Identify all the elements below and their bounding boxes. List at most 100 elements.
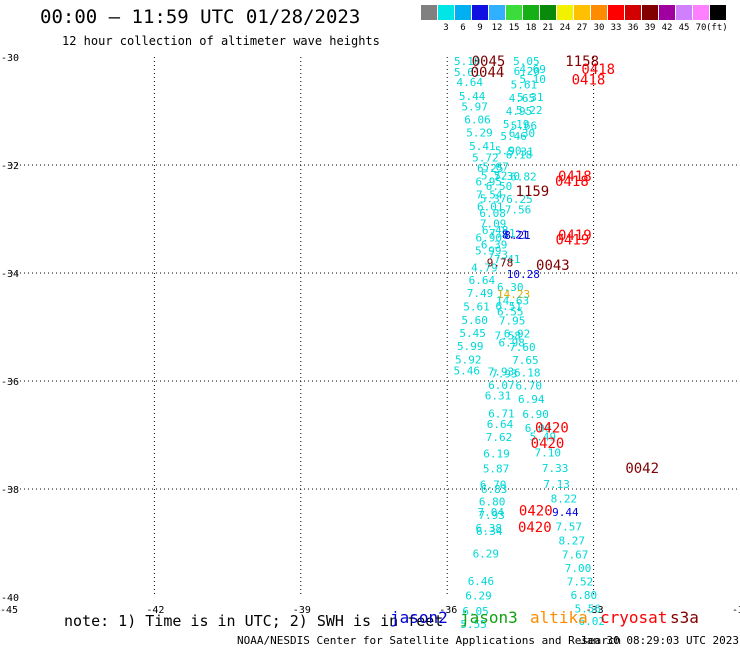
swh-value-label: 14.63 xyxy=(496,295,529,308)
swh-value-label: 6.71 xyxy=(488,407,515,420)
swh-value-label: 5.22 xyxy=(516,104,543,117)
swh-value-label: 9.44 xyxy=(552,506,579,519)
swh-value-label: 4.64 xyxy=(456,76,483,89)
y-tick-label: -32 xyxy=(1,161,19,172)
color-swatch xyxy=(625,5,641,20)
swh-value-label: 5.44 xyxy=(459,90,486,103)
satellite-altika: altika xyxy=(530,608,588,627)
y-tick-label: -30 xyxy=(1,53,19,64)
swh-value-label: 7.49 xyxy=(467,287,494,300)
swh-value-label: 7.00 xyxy=(565,562,592,575)
swh-value-label: 5.49 xyxy=(530,431,557,444)
swh-value-label: 5.10 xyxy=(519,73,546,86)
swh-value-label: 6.46 xyxy=(468,575,495,588)
swh-value-label: 8.22 xyxy=(551,493,578,506)
swh-value-label: 6.51 xyxy=(496,300,522,313)
swh-value-label: 7.30 xyxy=(494,170,521,183)
swh-value-label: 7.09 xyxy=(480,217,507,230)
color-swatch xyxy=(591,5,607,20)
swh-value-label: 6.20 xyxy=(514,65,541,78)
color-swatch xyxy=(540,5,556,20)
color-swatch xyxy=(523,5,539,20)
swh-value-label: 4.65 xyxy=(509,92,536,105)
color-swatch xyxy=(693,5,709,20)
swh-value-label: 6.05 xyxy=(462,605,489,618)
satellite-jason2: jason2 xyxy=(390,608,448,627)
color-swatch xyxy=(421,5,437,20)
swh-value-label: 7.93 xyxy=(488,365,514,378)
color-swatch-label: 9 xyxy=(477,23,483,33)
swh-value-label: 6.83 xyxy=(481,483,508,496)
swh-value-label: 7.13 xyxy=(543,478,570,491)
swh-value-label: 14.23 xyxy=(497,288,530,301)
swh-value-label: 7.04 xyxy=(477,506,504,519)
swh-value-label: 6.29 xyxy=(465,589,492,602)
color-swatch xyxy=(574,5,590,20)
swh-value-label: 6.82 xyxy=(510,170,536,183)
swh-value-label: 5.41 xyxy=(469,140,496,153)
swh-value-label: 6.90 xyxy=(476,231,503,244)
color-swatch-label: 45 xyxy=(678,23,690,33)
color-swatch xyxy=(455,5,471,20)
pass-time-label: 1159 xyxy=(516,184,550,200)
swh-value-label: 7.62 xyxy=(486,431,513,444)
satellite-jason3: jason3 xyxy=(460,608,518,627)
swh-value-label: 7.67 xyxy=(562,548,589,561)
swh-value-label: 6.80 xyxy=(479,495,506,508)
swh-value-label: 6.00 xyxy=(525,422,552,435)
color-swatch xyxy=(710,5,726,20)
swh-value-label: 5.19 xyxy=(503,118,530,131)
pass-time-label: 1158 xyxy=(565,54,599,70)
swh-value-label: 8.27 xyxy=(558,534,585,547)
swh-value-label: 6.48 xyxy=(482,224,509,237)
pass-time-label: 0419 xyxy=(556,233,590,249)
swh-value-label: 7.54 xyxy=(476,189,503,202)
y-tick-label: -40 xyxy=(1,593,19,604)
swh-value-label: 5.52 xyxy=(481,169,508,182)
color-swatch xyxy=(557,5,573,20)
swh-value-label: 6.18 xyxy=(514,366,541,379)
swh-value-label: 7.33 xyxy=(542,462,569,475)
grid-lines xyxy=(8,57,740,597)
swh-value-label: 5.97 xyxy=(461,101,488,114)
swh-value-label: 5.31 xyxy=(507,146,534,159)
swh-value-label: 5.67 xyxy=(482,161,509,174)
swh-value-label: 6.70 xyxy=(516,379,543,392)
swh-value-label: 4.69 xyxy=(519,63,546,76)
color-swatch xyxy=(438,5,454,20)
color-swatch-label: 3 xyxy=(443,23,449,33)
swh-value-label: 5.87 xyxy=(483,462,510,475)
pass-time-label: 0044 xyxy=(471,65,505,81)
pass-time-label: 0418 xyxy=(555,174,589,190)
color-swatch-label: 30 xyxy=(593,23,605,33)
swh-value-label: 6.92 xyxy=(504,327,530,340)
swh-value-label: 8.21 xyxy=(504,229,531,242)
swh-value-label: 6.98 xyxy=(498,337,525,350)
pass-time-labels: 0045004411580418041804180418115904190419… xyxy=(471,54,659,536)
pass-time-label: 0042 xyxy=(625,461,659,477)
pass-time-label: 0043 xyxy=(536,258,570,274)
swh-value-label: 5.72 xyxy=(472,151,499,164)
color-swatch xyxy=(659,5,675,20)
color-swatch-label: 21 xyxy=(542,23,554,33)
pass-time-label: 0418 xyxy=(572,73,606,89)
axis-tick-labels: -45 -42 -39 -36 -33 -30 -30 -32 -34 -36 -38 -40 xyxy=(0,53,740,616)
swh-value-label: 5.46 xyxy=(454,365,481,378)
swh-value-label: 6.55 xyxy=(497,305,524,318)
swh-value-label: 6.07 xyxy=(488,379,515,392)
swh-value-label: 6.94 xyxy=(518,393,545,406)
swh-value-label: 6.64 xyxy=(469,274,496,287)
footer-timestamp: Jan 30 08:29:03 UTC 2023 xyxy=(580,634,739,647)
pass-time-label: 0420 xyxy=(519,504,553,520)
x-tick-label: -42 xyxy=(146,605,164,616)
swh-value-label: 5.99 xyxy=(457,340,484,353)
swh-value-label: 6.80 xyxy=(571,589,598,602)
swh-value-label: 9.78 xyxy=(487,257,514,270)
swh-value-label: 6.25 xyxy=(506,193,533,206)
swh-value-label: 10.28 xyxy=(507,268,540,281)
swh-value-label: 6.34 xyxy=(476,525,503,538)
swh-value-label: 5.05 xyxy=(513,55,540,68)
swh-value-label: 6.02 xyxy=(578,615,605,628)
pass-time-label: 0419 xyxy=(558,228,592,244)
swh-value-label: 6.50 xyxy=(486,180,513,193)
